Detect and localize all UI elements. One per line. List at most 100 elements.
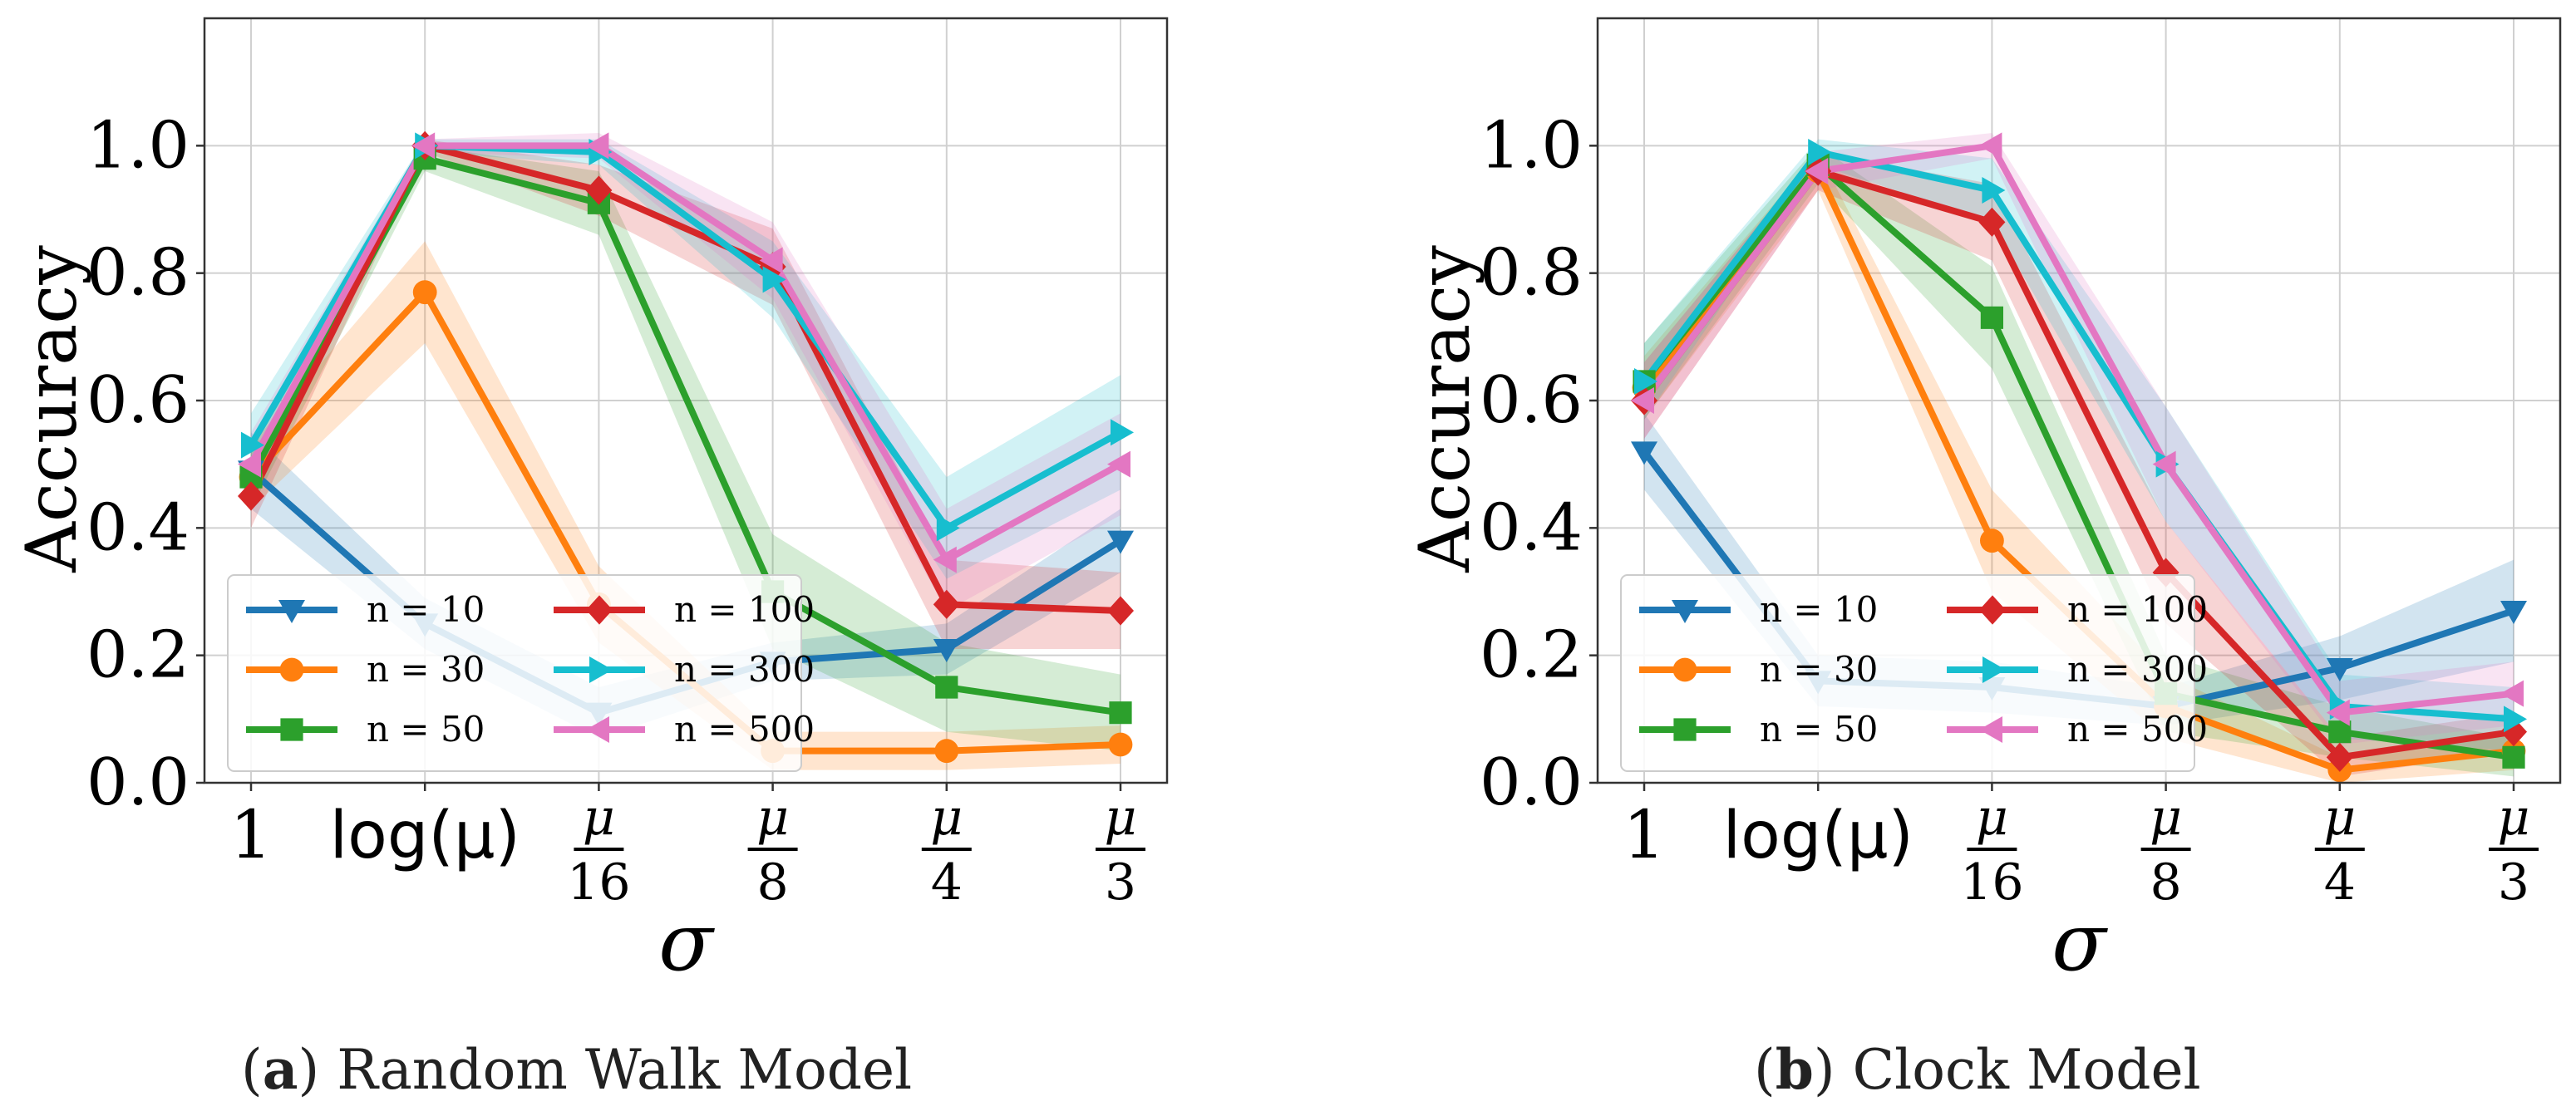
y-tick-label: 1.0	[86, 108, 190, 183]
x-tick-denominator: 4	[931, 853, 963, 912]
legend-marker-n10	[1672, 600, 1698, 623]
data-point-n300	[936, 514, 960, 542]
caption-text: Clock Model	[1852, 1038, 2201, 1102]
legend-label-n300: n = 300	[2067, 649, 2208, 690]
data-point-n300	[1808, 139, 1832, 165]
data-point-n300	[1982, 177, 2006, 204]
data-point-n100	[585, 175, 613, 205]
x-tick-denominator: 3	[1105, 853, 1136, 912]
y-tick-label: 0.0	[1480, 745, 1583, 820]
data-point-n100	[238, 481, 264, 511]
x-tick-denominator: 16	[1960, 853, 2023, 912]
x-tick-numerator: μ	[756, 789, 789, 847]
data-point-n50	[1109, 701, 1132, 725]
legend-label-n100: n = 100	[2067, 589, 2208, 630]
legend-label-n500: n = 500	[2067, 709, 2208, 750]
legend-frame	[1620, 574, 2195, 772]
legend-marker-n500	[586, 716, 609, 743]
data-point-n500	[1631, 387, 1654, 414]
caption-panel-a: (a) Random Walk Model	[241, 1037, 913, 1102]
data-point-n500	[2326, 699, 2350, 726]
y-tick-label: 0.4	[1480, 490, 1583, 565]
legend-label-n10: n = 10	[1760, 589, 1878, 630]
legend-marker-n100	[586, 595, 613, 625]
x-axis-label: σ	[658, 896, 715, 989]
caption-text: Random Walk Model	[337, 1038, 913, 1102]
legend-marker-n10	[278, 600, 305, 623]
legend-label-n30: n = 30	[367, 649, 485, 690]
y-axis-label: Accuracy	[11, 245, 92, 573]
legend: n = 10 n = 30 n = 50 n = 100 n = 300 n = 500	[227, 574, 815, 772]
legend-label-n50: n = 50	[1760, 709, 1878, 750]
data-point-n300	[762, 266, 786, 293]
data-point-n10	[2500, 601, 2527, 624]
legend-label-n500: n = 500	[674, 709, 815, 750]
data-point-n30	[412, 280, 437, 305]
chart-panel-a: 0.0 0.2 0.4 0.6 0.8 1.0 Accuracy 1 log(μ) μ 16 μ 8 μ 4…	[11, 17, 1169, 989]
x-tick-numerator: μ	[1105, 789, 1137, 847]
x-tick-label: log(μ)	[1722, 799, 1913, 873]
data-point-n50	[2502, 745, 2525, 769]
series-line-n500	[248, 142, 1122, 563]
data-point-n300	[1634, 368, 1657, 395]
caption-panel-b: (b) Clock Model	[1754, 1037, 2201, 1102]
legend-marker-n50	[1673, 718, 1697, 741]
y-tick-label: 0.8	[86, 236, 190, 311]
caption-letter: b	[1775, 1037, 1814, 1102]
data-point-n500	[238, 450, 261, 478]
x-tick-denominator: 8	[2150, 853, 2182, 912]
data-point-n50	[935, 676, 958, 699]
legend-marker-n300	[589, 656, 613, 683]
data-point-n500	[759, 247, 783, 274]
data-point-n500	[411, 132, 436, 160]
data-point-n500	[1978, 132, 2002, 160]
series-line-n500	[1641, 142, 2514, 716]
x-tick-denominator: 8	[757, 853, 789, 912]
legend-label-n30: n = 30	[1760, 649, 1878, 690]
data-point-n300	[2504, 705, 2527, 733]
data-point-n10	[1631, 441, 1657, 465]
legend-marker-n50	[280, 718, 303, 741]
x-tick-numerator: μ	[2150, 789, 2182, 847]
x-tick-denominator: 16	[567, 853, 630, 912]
data-point-n30	[1108, 732, 1133, 757]
data-point-n100	[1978, 207, 2006, 237]
caption-letter: a	[262, 1037, 298, 1102]
legend-marker-n500	[1979, 716, 2002, 743]
data-point-n50	[1980, 306, 2003, 329]
data-point-n500	[1805, 158, 1829, 184]
series-line-n50	[1641, 161, 2514, 761]
data-point-n500	[585, 132, 609, 160]
y-tick-label: 0.4	[86, 490, 190, 565]
y-tick-label: 0.0	[86, 745, 190, 820]
y-tick-label: 1.0	[1480, 108, 1583, 183]
x-tick-numerator: μ	[930, 789, 963, 847]
legend-label-n100: n = 100	[674, 589, 815, 630]
data-point-n500	[2152, 450, 2176, 478]
data-point-n10	[933, 639, 960, 662]
y-axis-label: Accuracy	[1404, 245, 1485, 573]
x-tick-label: 1	[1623, 796, 1666, 873]
data-point-n100	[1107, 596, 1134, 626]
x-tick-label: log(μ)	[329, 799, 520, 873]
chart-panel-b: 0.0 0.2 0.4 0.6 0.8 1.0 Accuracy 1 log(μ) μ 16 μ 8 μ 4…	[1404, 17, 2562, 989]
legend-label-n300: n = 300	[674, 649, 815, 690]
data-point-n300	[241, 431, 264, 459]
data-point-n500	[1107, 450, 1130, 478]
x-tick-denominator: 4	[2324, 853, 2356, 912]
confidence-band-n500	[1644, 133, 2514, 745]
data-point-n100	[933, 589, 960, 619]
y-tick-label: 0.2	[86, 618, 190, 693]
data-point-n100	[2500, 717, 2527, 747]
data-point-n10	[1107, 530, 1134, 554]
legend-marker-n300	[1982, 656, 2006, 683]
data-point-n50	[2328, 720, 2352, 744]
data-point-n30	[934, 739, 959, 764]
data-point-n100	[2326, 742, 2353, 772]
data-point-n500	[2500, 680, 2524, 707]
data-point-n10	[2326, 658, 2353, 681]
legend-label-n10: n = 10	[367, 589, 485, 630]
data-point-n500	[933, 546, 957, 573]
legend-label-n50: n = 50	[367, 709, 485, 750]
